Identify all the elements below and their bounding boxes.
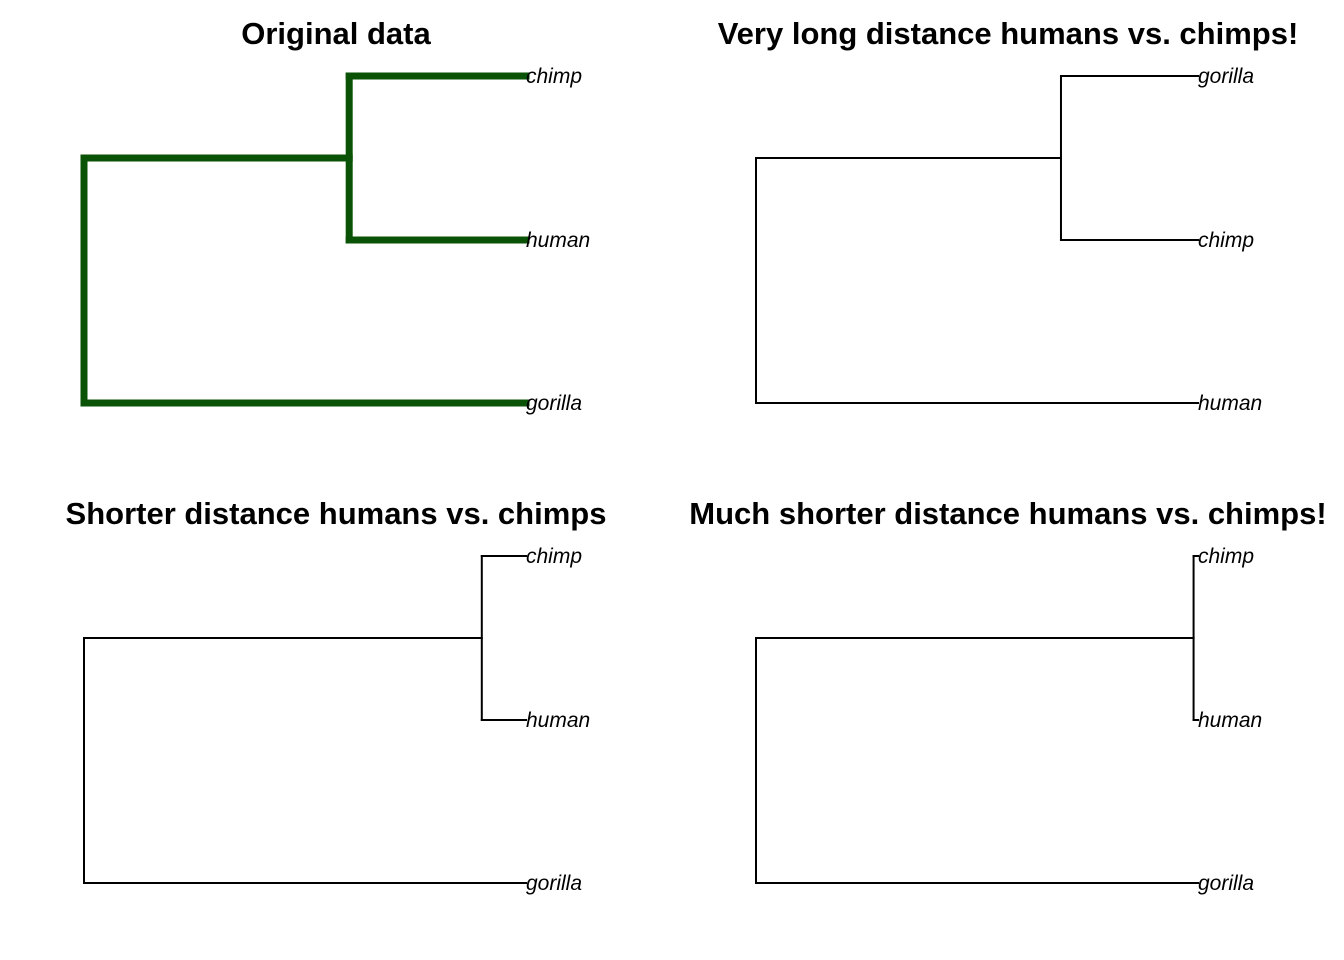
tree-edges <box>755 75 1199 404</box>
tip-label: chimp <box>526 545 582 568</box>
tip-labels: chimp human gorilla <box>1198 545 1262 895</box>
tip-label: gorilla <box>1198 65 1254 88</box>
tip-label: human <box>526 709 590 732</box>
tip-label: gorilla <box>526 392 582 415</box>
tree-edges <box>83 555 527 884</box>
tip-label: human <box>526 229 590 252</box>
tip-label: human <box>1198 709 1262 732</box>
tip-label: gorilla <box>1198 872 1254 895</box>
tree-edges <box>80 72 530 407</box>
tip-labels: chimp human gorilla <box>526 65 590 415</box>
tree-panel-shorter-distance: Shorter distance humans vs. chimps chimp… <box>66 496 607 895</box>
tree-panel-very-long-distance: Very long distance humans vs. chimps! go… <box>718 16 1299 415</box>
panel-title: Shorter distance humans vs. chimps <box>66 496 607 531</box>
tree-panel-much-shorter-distance: Much shorter distance humans vs. chimps!… <box>689 496 1326 895</box>
tip-label: gorilla <box>526 872 582 895</box>
tip-labels: chimp human gorilla <box>526 545 590 895</box>
tip-labels: gorilla chimp human <box>1198 65 1262 415</box>
panel-title: Much shorter distance humans vs. chimps! <box>689 496 1326 531</box>
tip-label: chimp <box>1198 545 1254 568</box>
tree-panel-original-data: Original data chimp human gorilla <box>80 16 590 415</box>
tip-label: chimp <box>526 65 582 88</box>
panel-title: Original data <box>241 16 431 51</box>
tip-label: chimp <box>1198 229 1254 252</box>
panel-title: Very long distance humans vs. chimps! <box>718 16 1299 51</box>
tree-edges <box>755 555 1199 884</box>
tip-label: human <box>1198 392 1262 415</box>
